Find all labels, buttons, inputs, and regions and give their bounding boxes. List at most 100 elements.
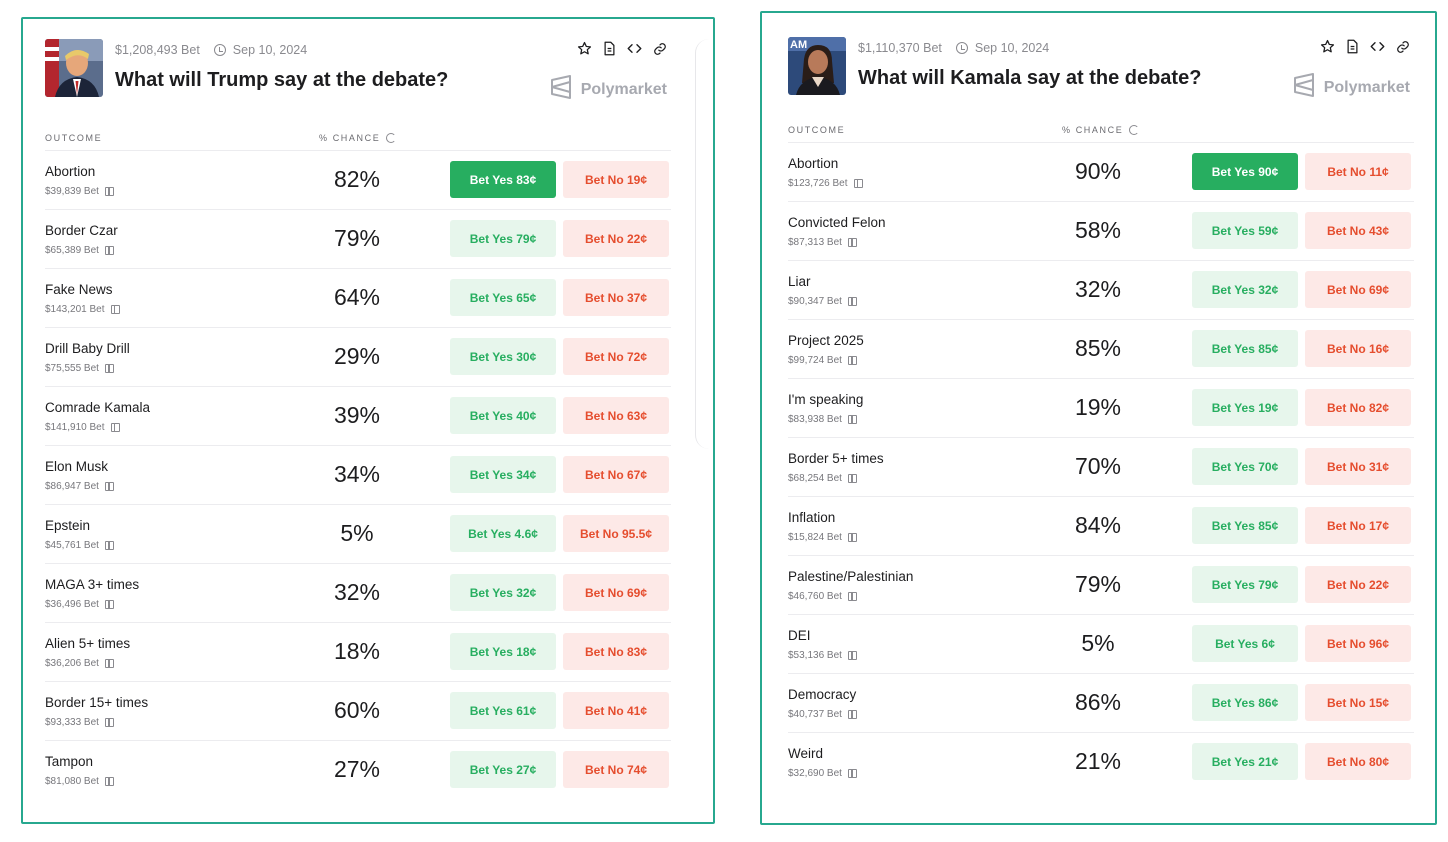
gift-icon[interactable] xyxy=(847,710,857,719)
bet-yes-button[interactable]: Bet Yes 21¢ xyxy=(1192,743,1298,780)
gift-icon[interactable] xyxy=(104,482,114,491)
bet-yes-button[interactable]: Bet Yes 6¢ xyxy=(1192,625,1298,662)
link-icon[interactable] xyxy=(652,41,667,56)
outcome-row[interactable]: MAGA 3+ times $36,496 Bet 32% Bet Yes 32¢ Be… xyxy=(45,564,671,623)
outcome-row[interactable]: Convicted Felon $87,313 Bet 58% Bet Yes 59¢… xyxy=(788,202,1414,261)
bet-yes-button[interactable]: Bet Yes 18¢ xyxy=(450,633,556,670)
gift-icon[interactable] xyxy=(847,415,857,424)
outcome-row[interactable]: Border Czar $65,389 Bet 79% Bet Yes 79¢ Bet … xyxy=(45,210,671,269)
outcome-row[interactable]: Tampon $81,080 Bet 27% Bet Yes 27¢ Bet No 74… xyxy=(45,741,671,800)
bet-no-button[interactable]: Bet No 95.5¢ xyxy=(563,515,669,552)
gift-icon[interactable] xyxy=(104,600,114,609)
bet-yes-button[interactable]: Bet Yes 40¢ xyxy=(450,397,556,434)
bet-yes-button[interactable]: Bet Yes 85¢ xyxy=(1192,507,1298,544)
bet-no-button[interactable]: Bet No 11¢ xyxy=(1305,153,1411,190)
bet-no-button[interactable]: Bet No 43¢ xyxy=(1305,212,1411,249)
bet-yes-button[interactable]: Bet Yes 70¢ xyxy=(1192,448,1298,485)
gift-icon[interactable] xyxy=(104,246,114,255)
embed-code-icon[interactable] xyxy=(627,41,642,56)
outcome-row[interactable]: Border 5+ times $68,254 Bet 70% Bet Yes 70¢… xyxy=(788,438,1414,497)
gift-icon[interactable] xyxy=(847,474,857,483)
polymarket-brand[interactable]: Polymarket xyxy=(550,75,667,104)
bet-no-button[interactable]: Bet No 17¢ xyxy=(1305,507,1411,544)
document-icon[interactable] xyxy=(1345,39,1360,54)
document-icon[interactable] xyxy=(602,41,617,56)
bet-yes-button[interactable]: Bet Yes 32¢ xyxy=(450,574,556,611)
outcome-row[interactable]: Inflation $15,824 Bet 84% Bet Yes 85¢ Bet No… xyxy=(788,497,1414,556)
outcome-row[interactable]: Democracy $40,737 Bet 86% Bet Yes 86¢ Bet No… xyxy=(788,674,1414,733)
bet-no-button[interactable]: Bet No 63¢ xyxy=(563,397,669,434)
bet-no-button[interactable]: Bet No 22¢ xyxy=(1305,566,1411,603)
link-icon[interactable] xyxy=(1395,39,1410,54)
bet-no-button[interactable]: Bet No 16¢ xyxy=(1305,330,1411,367)
bet-yes-button[interactable]: Bet Yes 59¢ xyxy=(1192,212,1298,249)
gift-icon[interactable] xyxy=(110,423,120,432)
star-icon[interactable] xyxy=(1320,39,1335,54)
embed-code-icon[interactable] xyxy=(1370,39,1385,54)
bet-no-button[interactable]: Bet No 82¢ xyxy=(1305,389,1411,426)
outcome-row[interactable]: Liar $90,347 Bet 32% Bet Yes 32¢ Bet No 69¢ xyxy=(788,261,1414,320)
bet-yes-button[interactable]: Bet Yes 79¢ xyxy=(1192,566,1298,603)
bet-no-button[interactable]: Bet No 67¢ xyxy=(563,456,669,493)
outcome-row[interactable]: Epstein $45,761 Bet 5% Bet Yes 4.6¢ Bet No 9… xyxy=(45,505,671,564)
bet-yes-button[interactable]: Bet Yes 83¢ xyxy=(450,161,556,198)
gift-icon[interactable] xyxy=(104,187,114,196)
outcome-row[interactable]: Weird $32,690 Bet 21% Bet Yes 21¢ Bet No 80¢ xyxy=(788,733,1414,792)
outcome-row[interactable]: Abortion $123,726 Bet 90% Bet Yes 90¢ Bet No… xyxy=(788,143,1414,202)
bet-yes-button[interactable]: Bet Yes 4.6¢ xyxy=(450,515,556,552)
refresh-icon[interactable] xyxy=(386,133,397,143)
bet-no-button[interactable]: Bet No 37¢ xyxy=(563,279,669,316)
outcome-row[interactable]: Border 15+ times $93,333 Bet 60% Bet Yes 61… xyxy=(45,682,671,741)
gift-icon[interactable] xyxy=(847,533,857,542)
bet-no-button[interactable]: Bet No 74¢ xyxy=(563,751,669,788)
gift-icon[interactable] xyxy=(104,659,114,668)
bet-no-button[interactable]: Bet No 41¢ xyxy=(563,692,669,729)
gift-icon[interactable] xyxy=(104,777,114,786)
gift-icon[interactable] xyxy=(847,651,857,660)
bet-yes-button[interactable]: Bet Yes 86¢ xyxy=(1192,684,1298,721)
gift-icon[interactable] xyxy=(110,305,120,314)
star-icon[interactable] xyxy=(577,41,592,56)
outcome-row[interactable]: Project 2025 $99,724 Bet 85% Bet Yes 85¢ Bet… xyxy=(788,320,1414,379)
bet-no-button[interactable]: Bet No 83¢ xyxy=(563,633,669,670)
bet-no-button[interactable]: Bet No 96¢ xyxy=(1305,625,1411,662)
outcome-row[interactable]: Palestine/Palestinian $46,760 Bet 79% Bet Y… xyxy=(788,556,1414,615)
bet-no-button[interactable]: Bet No 72¢ xyxy=(563,338,669,375)
bet-yes-button[interactable]: Bet Yes 61¢ xyxy=(450,692,556,729)
bet-yes-button[interactable]: Bet Yes 65¢ xyxy=(450,279,556,316)
bet-yes-button[interactable]: Bet Yes 79¢ xyxy=(450,220,556,257)
bet-no-button[interactable]: Bet No 69¢ xyxy=(563,574,669,611)
outcome-row[interactable]: Comrade Kamala $141,910 Bet 39% Bet Yes 40¢… xyxy=(45,387,671,446)
outcome-row[interactable]: Drill Baby Drill $75,555 Bet 29% Bet Yes 30… xyxy=(45,328,671,387)
bet-yes-button[interactable]: Bet Yes 34¢ xyxy=(450,456,556,493)
outcome-row[interactable]: I'm speaking $83,938 Bet 19% Bet Yes 19¢ Bet… xyxy=(788,379,1414,438)
outcome-row[interactable]: Fake News $143,201 Bet 64% Bet Yes 65¢ Bet N… xyxy=(45,269,671,328)
polymarket-brand[interactable]: Polymarket xyxy=(1293,73,1410,102)
bet-no-button[interactable]: Bet No 22¢ xyxy=(563,220,669,257)
outcome-row[interactable]: DEI $53,136 Bet 5% Bet Yes 6¢ Bet No 96¢ xyxy=(788,615,1414,674)
bet-no-button[interactable]: Bet No 31¢ xyxy=(1305,448,1411,485)
bet-no-button[interactable]: Bet No 15¢ xyxy=(1305,684,1411,721)
bet-no-button[interactable]: Bet No 80¢ xyxy=(1305,743,1411,780)
outcome-row[interactable]: Abortion $39,839 Bet 82% Bet Yes 83¢ Bet No … xyxy=(45,151,671,210)
bet-yes-button[interactable]: Bet Yes 85¢ xyxy=(1192,330,1298,367)
bet-yes-button[interactable]: Bet Yes 32¢ xyxy=(1192,271,1298,308)
gift-icon[interactable] xyxy=(104,364,114,373)
refresh-icon[interactable] xyxy=(1129,125,1140,135)
outcome-row[interactable]: Elon Musk $86,947 Bet 34% Bet Yes 34¢ Bet No… xyxy=(45,446,671,505)
bet-no-button[interactable]: Bet No 69¢ xyxy=(1305,271,1411,308)
gift-icon[interactable] xyxy=(104,541,114,550)
gift-icon[interactable] xyxy=(853,179,863,188)
gift-icon[interactable] xyxy=(104,718,114,727)
bet-yes-button[interactable]: Bet Yes 30¢ xyxy=(450,338,556,375)
gift-icon[interactable] xyxy=(847,297,857,306)
bet-yes-button[interactable]: Bet Yes 27¢ xyxy=(450,751,556,788)
gift-icon[interactable] xyxy=(847,769,857,778)
gift-icon[interactable] xyxy=(847,238,857,247)
bet-yes-button[interactable]: Bet Yes 90¢ xyxy=(1192,153,1298,190)
bet-yes-button[interactable]: Bet Yes 19¢ xyxy=(1192,389,1298,426)
bet-no-button[interactable]: Bet No 19¢ xyxy=(563,161,669,198)
gift-icon[interactable] xyxy=(847,356,857,365)
outcome-row[interactable]: Alien 5+ times $36,206 Bet 18% Bet Yes 18¢ B… xyxy=(45,623,671,682)
gift-icon[interactable] xyxy=(847,592,857,601)
